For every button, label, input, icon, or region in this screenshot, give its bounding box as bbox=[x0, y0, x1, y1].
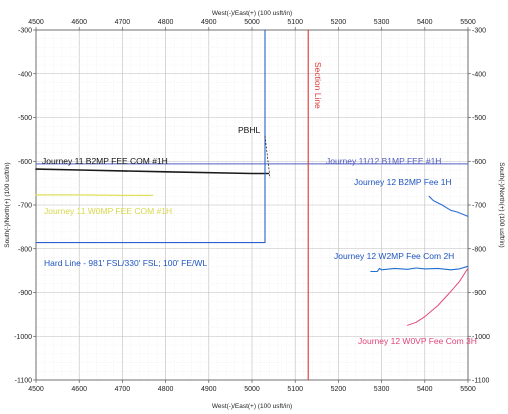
y-tick-label-right: -600 bbox=[472, 159, 486, 166]
y-tick-label-right: -1100 bbox=[472, 378, 489, 385]
y-tick-label-left: -1100 bbox=[15, 378, 32, 385]
y-tick-label-right: -900 bbox=[472, 290, 486, 297]
x-tick-label-bottom: 4800 bbox=[158, 386, 174, 393]
x-tick-label-bottom: 5000 bbox=[244, 386, 260, 393]
x-tick-label-bottom: 4500 bbox=[28, 386, 44, 393]
y-tick-label-right: -300 bbox=[472, 28, 486, 35]
series-line-journey-12-b2mp-fee-1h bbox=[428, 195, 469, 217]
x-tick-label-bottom: 4700 bbox=[115, 386, 131, 393]
label-journey-12-b2mp: Journey 12 B2MP Fee 1H bbox=[354, 177, 452, 187]
x-tick-label-bottom: 5500 bbox=[460, 386, 476, 393]
y-tick-label-left: -600 bbox=[18, 159, 32, 166]
x-tick-label-top: 4700 bbox=[115, 19, 131, 26]
y-tick-label-left: -700 bbox=[18, 203, 32, 210]
x-tick-label-top: 4500 bbox=[28, 19, 44, 26]
x-tick-label-bottom: 5300 bbox=[374, 386, 390, 393]
y-tick-label-left: -300 bbox=[18, 28, 32, 35]
series-line-journey-11-b2mp-fee-com-1h bbox=[35, 168, 270, 175]
series-line-journey-12-w2mp-fee-com-2h bbox=[370, 265, 469, 273]
label-hard-line: Hard Line - 981' FSL/330' FSL; 100' FE/W… bbox=[44, 258, 207, 268]
label-journey-11-12-b1mp: Journey 11/12 B1MP FEE #1H bbox=[326, 156, 441, 166]
series-line-hard-line-981-fsl-330-fsl-100-fe-wl bbox=[35, 29, 266, 244]
y-tick-label-right: -500 bbox=[472, 115, 486, 122]
y-tick-label-left: -1000 bbox=[14, 334, 32, 341]
y-tick-label-right: -700 bbox=[472, 203, 486, 210]
x-tick-label-bottom: 5100 bbox=[287, 386, 303, 393]
x-axis-title-top: West(-)/East(+) (100 usft/in) bbox=[212, 10, 292, 17]
series-layer bbox=[35, 29, 469, 381]
x-tick-label-bottom: 5400 bbox=[417, 386, 433, 393]
y-tick-label-left: -800 bbox=[18, 246, 32, 253]
y-axis-title-left: South(-)/North(+) (100 usft/in) bbox=[4, 162, 11, 247]
plot-frame bbox=[35, 29, 469, 381]
series-line-journey-11-w0mp-fee-com-1h bbox=[35, 194, 154, 197]
x-tick-label-top: 4600 bbox=[71, 19, 87, 26]
label-journey-12-w0vp: Journey 12 W0VP Fee Com 3H bbox=[358, 336, 477, 346]
x-tick-label-top: 5300 bbox=[374, 19, 390, 26]
x-tick-label-top: 5400 bbox=[417, 19, 433, 26]
x-axis-title-bottom: West(-)/East(+) (100 usft/in) bbox=[212, 403, 292, 410]
x-tick-label-bottom: 5200 bbox=[331, 386, 347, 393]
series-line-journey-12-w0vp-fee-com-3h bbox=[407, 267, 469, 326]
y-tick-label-right: -400 bbox=[472, 71, 486, 78]
grid-layer bbox=[35, 29, 469, 381]
x-tick-label-top: 4900 bbox=[201, 19, 217, 26]
y-tick-label-right: -1000 bbox=[472, 334, 490, 341]
label-pbhl: PBHL bbox=[238, 125, 260, 135]
x-tick-label-top: 5500 bbox=[460, 19, 476, 26]
y-tick-label-left: -400 bbox=[18, 71, 32, 78]
tick-labels: 4500 4500 4600 4600 4700 4700 4800 4800 4900 4900… bbox=[14, 19, 490, 393]
y-tick-label-left: -900 bbox=[18, 290, 32, 297]
label-journey-12-w2mp: Journey 12 W2MP Fee Com 2H bbox=[334, 251, 454, 261]
label-section-line: Section Line bbox=[313, 62, 323, 109]
y-axis-title-right: South(-)/North(+) (100 usft/in) bbox=[498, 162, 505, 247]
y-tick-label-right: -800 bbox=[472, 246, 486, 253]
x-tick-label-bottom: 4600 bbox=[71, 386, 87, 393]
label-journey-11-b2mp: Journey 11 B2MP FEE COM #1H bbox=[42, 156, 168, 166]
x-tick-label-bottom: 4900 bbox=[201, 386, 217, 393]
x-tick-label-top: 4800 bbox=[158, 19, 174, 26]
x-tick-label-top: 5100 bbox=[287, 19, 303, 26]
x-tick-label-top: 5000 bbox=[244, 19, 260, 26]
x-tick-label-top: 5200 bbox=[331, 19, 347, 26]
y-tick-label-left: -500 bbox=[18, 115, 32, 122]
pbhl-leader bbox=[264, 135, 271, 179]
label-journey-11-w0mp: Journey 11 W0MP FEE COM #1H bbox=[44, 206, 172, 216]
